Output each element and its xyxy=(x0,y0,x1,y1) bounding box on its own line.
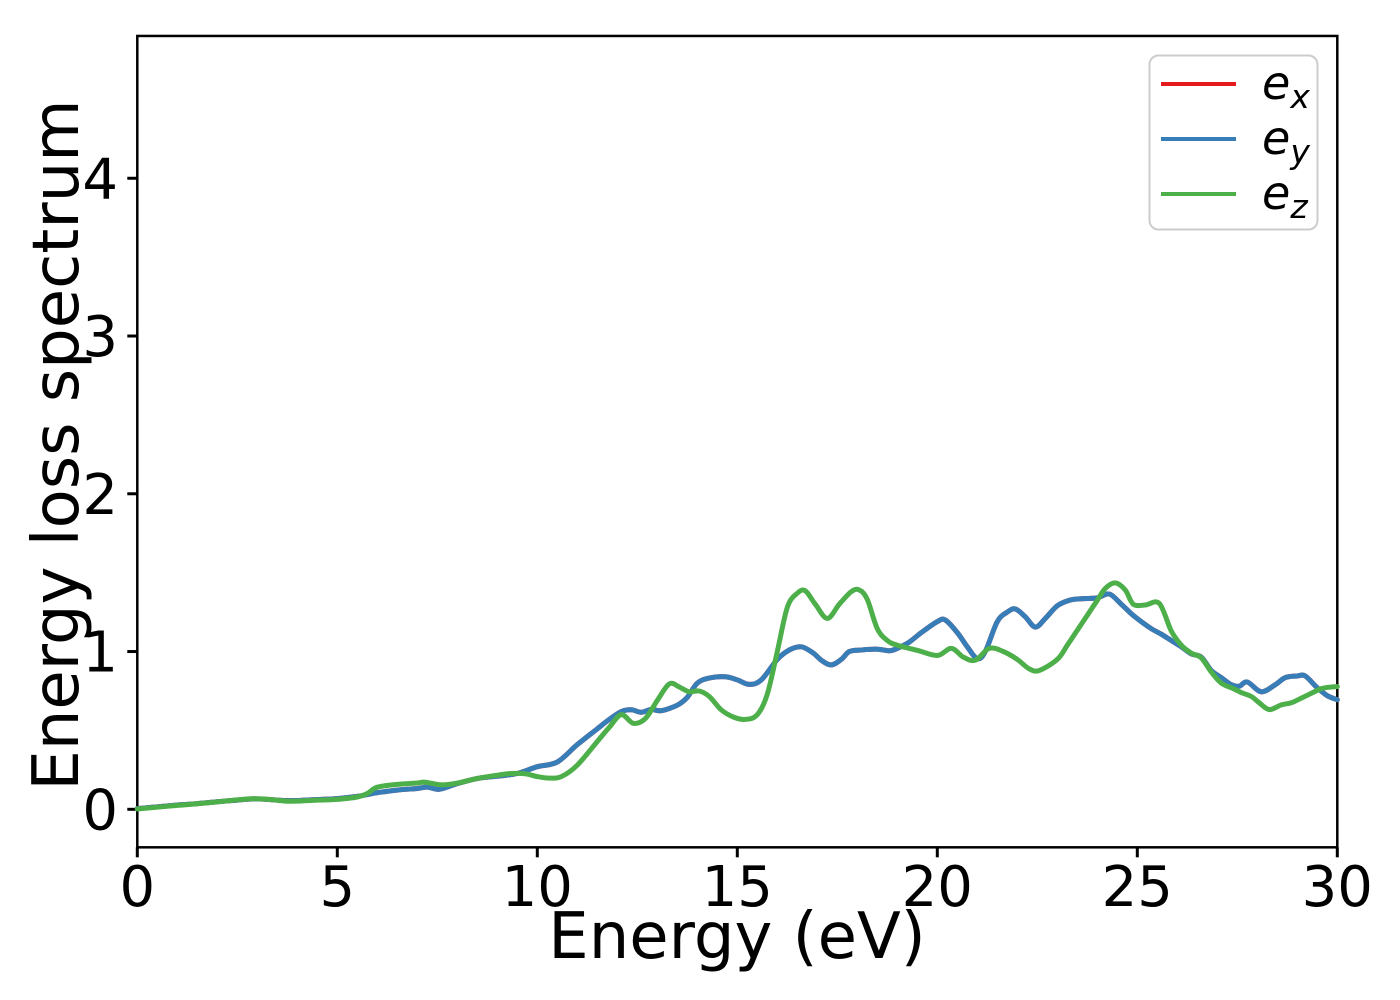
legend-entry-ez: ez xyxy=(1161,166,1308,226)
legend: ex ey ez xyxy=(1148,54,1319,231)
x-tick-label: 15 xyxy=(702,855,773,920)
x-tick-label: 5 xyxy=(319,855,355,920)
y-tick-label: 1 xyxy=(82,621,118,686)
y-axis-label: Energy loss spectrum xyxy=(20,99,94,790)
legend-label-ez: ez xyxy=(1262,166,1308,226)
x-axis-label: Energy (eV) xyxy=(548,900,926,974)
x-tick-label: 0 xyxy=(119,855,155,920)
axis-ticks: 0 5 10 15 20 25 30 0 1 2 3 4 xyxy=(82,147,1373,920)
y-tick-label: 2 xyxy=(82,463,118,528)
legend-label-ex: ex xyxy=(1262,56,1310,116)
legend-entry-ex: ex xyxy=(1161,56,1310,116)
series-e_x-line xyxy=(134,591,1340,811)
y-tick-label: 4 xyxy=(82,147,118,212)
legend-label-ey: ey xyxy=(1262,111,1310,171)
x-tick-label: 25 xyxy=(1102,855,1173,920)
y-tick-label: 0 xyxy=(82,778,118,843)
x-tick-label: 10 xyxy=(502,855,573,920)
x-tick-label: 30 xyxy=(1302,855,1373,920)
series-e_z-line xyxy=(134,580,1340,812)
series-e_y-line xyxy=(134,591,1340,811)
legend-box xyxy=(1148,54,1319,231)
curves xyxy=(134,580,1340,812)
x-tick-label: 20 xyxy=(902,855,973,920)
y-tick-label: 3 xyxy=(82,305,118,370)
legend-entry-ey: ey xyxy=(1161,111,1310,171)
